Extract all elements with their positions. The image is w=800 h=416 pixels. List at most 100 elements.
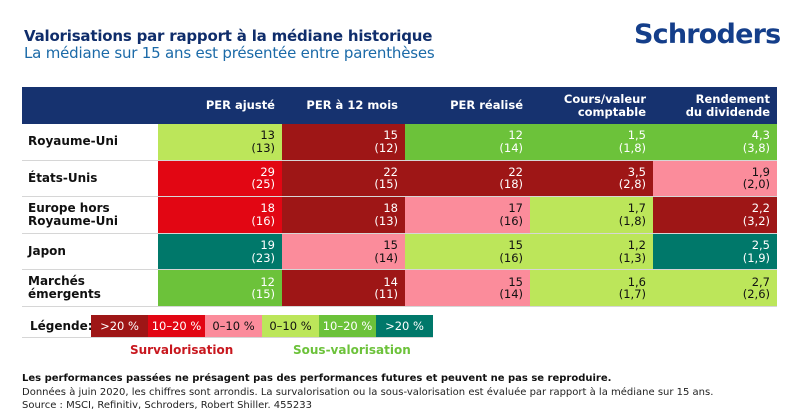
cell-median: (11)	[374, 287, 398, 302]
column-header-text: PER réalisé	[450, 98, 523, 112]
column-header-text: Rendement	[695, 91, 770, 106]
cell-value: 15	[508, 274, 523, 289]
table-row: États-Unis 29 (25) 22 (15) 22 (18) 3,5 (2,8) 1,9(…	[22, 160, 777, 198]
table-row: Japon 19 (23) 15 (14) 15 (16) 1,2 (1,3) 2,5 (1,9)	[22, 233, 777, 271]
cell-value: 12	[260, 274, 275, 289]
table-cell: 22 (18)	[405, 160, 530, 197]
table-cell: 12 (14)	[405, 124, 530, 160]
column-header: PER réalisé	[405, 87, 530, 124]
cell-median: (16)	[499, 250, 523, 265]
column-header-text: Cours/valeur	[563, 91, 646, 106]
legend-overvaluation-label: Survalorisation	[130, 343, 234, 357]
cell-median: (1,9)	[742, 250, 770, 265]
cell-value: 18	[383, 201, 398, 216]
table-row: Marchés émergents 12 (15) 14 (11) 15 (14) 1,6 (1…	[22, 270, 777, 307]
cell-value: 2,5	[751, 238, 770, 253]
cell-median: (1,8)	[618, 213, 646, 228]
data-note-text: Données à juin 2020, les chiffres sont a…	[22, 387, 714, 398]
cell-value: 22	[508, 164, 523, 179]
table-cell: 1,2 (1,3)	[530, 233, 653, 270]
table-cell: 1,7 (1,8)	[530, 197, 653, 233]
column-header: Rendement du dividende	[653, 87, 777, 124]
table-cell: 29 (25)	[158, 160, 282, 197]
legend: Légende: >20 % 10–20 % 0–10 % 0–10 % 10–20 %…	[22, 315, 433, 338]
table-cell: 15 (12)	[282, 124, 405, 160]
cell-median: (1,7)	[618, 287, 646, 302]
legend-swatch: >20 %	[91, 315, 148, 337]
cell-value: 1,2	[627, 238, 646, 253]
cell-value: 15	[383, 128, 398, 143]
legend-label: Légende:	[30, 319, 93, 333]
column-header-text: PER ajusté	[205, 98, 275, 112]
cell-median: (16)	[251, 213, 275, 228]
cell-value: 17	[508, 201, 523, 216]
table-header: PER ajusté PER à 12 mois PER réalisé Cours/…	[22, 87, 777, 124]
cell-median: (14)	[499, 287, 523, 302]
table-cell: 18 (16)	[158, 197, 282, 233]
table-row: Europe hors Royaume-Uni 18 (16) 18 (13) 17 (16)…	[22, 197, 777, 234]
page-subtitle: La médiane sur 15 ans est présentée entr…	[24, 44, 435, 62]
cell-value: 1,6	[627, 274, 646, 289]
column-header-text: du dividende	[685, 104, 770, 119]
cell-value: 4,3	[751, 128, 770, 143]
table-cell: 1,6 (1,7)	[530, 270, 653, 306]
cell-value: 13	[260, 128, 275, 143]
column-header: PER ajusté	[158, 87, 282, 124]
cell-value: 14	[383, 274, 398, 289]
cell-value: 15	[383, 238, 398, 253]
schroders-logo: Schroders	[634, 19, 781, 50]
table-cell: 22 (15)	[282, 160, 405, 197]
table-cell: 12 (15)	[158, 270, 282, 306]
cell-value: 18	[260, 201, 275, 216]
legend-undervaluation-label: Sous-valorisation	[293, 343, 411, 357]
table-body: Royaume-Uni 13 (13) 15 (12) 12 (14) 1,5 (1,8) 4,3…	[22, 124, 777, 307]
row-label: Marchés émergents	[22, 270, 158, 306]
cell-median: (15)	[251, 287, 275, 302]
table-cell: 17 (16)	[405, 197, 530, 233]
cell-median: (16)	[499, 213, 523, 228]
cell-value: 2,7	[751, 274, 770, 289]
cell-value: 29	[260, 164, 275, 179]
cell-median: (3,2)	[742, 213, 770, 228]
header-corner	[22, 87, 158, 124]
page-title: Valorisations par rapport à la médiane h…	[24, 27, 433, 45]
cell-median: (15)	[374, 177, 398, 192]
cell-value: 1,9	[751, 164, 770, 179]
cell-median: (23)	[251, 250, 275, 265]
cell-median: (12)	[374, 140, 398, 155]
cell-median: (13)	[251, 140, 275, 155]
cell-median: (18)	[499, 177, 523, 192]
column-header-text: comptable	[577, 104, 646, 119]
legend-swatch: >20 %	[376, 315, 433, 337]
table-cell: 3,5 (2,8)	[530, 160, 653, 197]
legend-swatch: 10–20 %	[319, 315, 376, 337]
cell-median: (1,8)	[618, 140, 646, 155]
table-cell: 1,5 (1,8)	[530, 124, 653, 160]
column-header: PER à 12 mois	[282, 87, 405, 124]
cell-value: 12	[508, 128, 523, 143]
cell-value: 1,7	[627, 201, 646, 216]
table-cell: 13 (13)	[158, 124, 282, 160]
cell-median: (13)	[374, 213, 398, 228]
row-label: Royaume-Uni	[22, 124, 158, 160]
cell-median: (2,6)	[742, 287, 770, 302]
table-cell: 1,9 (2,0)	[653, 160, 777, 197]
valuation-table: PER ajusté PER à 12 mois PER réalisé Cours/…	[22, 87, 777, 307]
cell-median: (1,3)	[618, 250, 646, 265]
cell-median: (14)	[499, 140, 523, 155]
table-cell: 2,5 (1,9)	[653, 233, 777, 270]
table-cell: 15 (14)	[405, 270, 530, 306]
row-label: Japon	[22, 233, 158, 270]
cell-median: (25)	[251, 177, 275, 192]
column-header: Cours/valeur comptable	[530, 87, 653, 124]
cell-median: (3,8)	[742, 140, 770, 155]
legend-swatch: 0–10 %	[205, 315, 262, 337]
cell-median: (2,8)	[618, 177, 646, 192]
cell-median: (2,0)	[742, 177, 770, 192]
cell-value: 22	[383, 164, 398, 179]
table-cell: 15 (14)	[282, 233, 405, 270]
table-cell: 2,2 (3,2)	[653, 197, 777, 233]
legend-swatch: 10–20 %	[148, 315, 205, 337]
row-label: Europe hors Royaume-Uni	[22, 197, 158, 233]
table-cell: 14 (11)	[282, 270, 405, 306]
